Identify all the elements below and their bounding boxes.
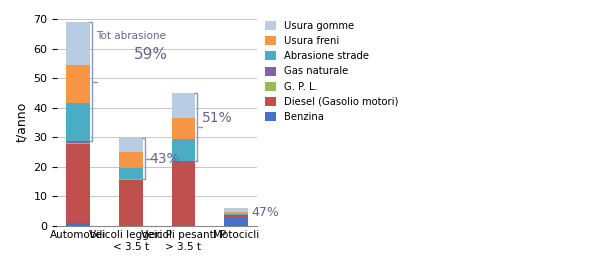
Bar xyxy=(172,139,196,161)
Legend: Usura gomme, Usura freni, Abrasione strade, Gas naturale, G. P. L., Diesel (Gaso: Usura gomme, Usura freni, Abrasione stra… xyxy=(264,20,400,123)
Bar xyxy=(67,103,90,142)
Bar xyxy=(119,152,143,168)
Bar xyxy=(172,93,196,118)
Bar xyxy=(67,223,90,226)
Bar xyxy=(172,118,196,139)
Text: 47%: 47% xyxy=(251,206,279,219)
Bar xyxy=(224,212,248,214)
Text: 43%: 43% xyxy=(149,152,179,166)
Text: Tot abrasione: Tot abrasione xyxy=(97,31,166,41)
Bar xyxy=(172,161,196,162)
Bar xyxy=(67,65,90,103)
Bar xyxy=(119,180,143,226)
Bar xyxy=(119,179,143,180)
Text: 51%: 51% xyxy=(202,111,232,125)
Bar xyxy=(224,217,248,226)
Bar xyxy=(67,144,90,223)
Bar xyxy=(119,139,143,152)
Y-axis label: t/anno: t/anno xyxy=(15,102,28,142)
Bar xyxy=(224,215,248,217)
Bar xyxy=(67,22,90,65)
Bar xyxy=(224,214,248,215)
Bar xyxy=(172,162,196,226)
Bar xyxy=(67,142,90,143)
Bar xyxy=(67,143,90,144)
Bar xyxy=(224,208,248,212)
Bar xyxy=(119,168,143,179)
Text: 59%: 59% xyxy=(134,47,167,62)
